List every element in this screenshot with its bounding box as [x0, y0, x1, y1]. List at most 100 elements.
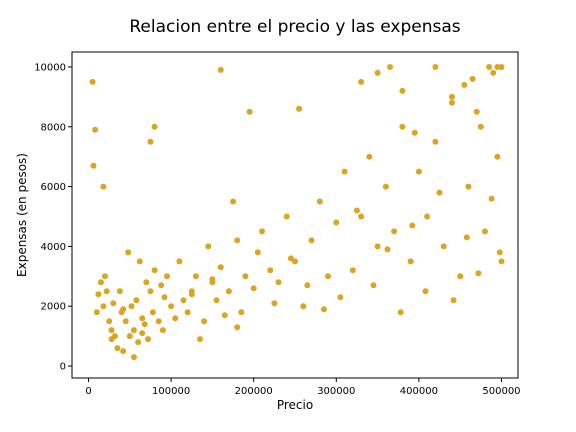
x-tick-label: 300000	[317, 386, 355, 397]
data-point	[106, 318, 113, 325]
data-point	[300, 303, 307, 310]
data-point	[341, 168, 348, 175]
data-point	[147, 288, 154, 295]
data-point	[259, 228, 265, 235]
data-point	[209, 276, 216, 283]
data-point	[217, 66, 224, 73]
data-point	[159, 327, 166, 334]
data-point	[147, 138, 154, 145]
data-point	[316, 198, 323, 205]
data-point	[184, 309, 191, 316]
data-point	[213, 297, 220, 304]
data-point	[496, 249, 503, 256]
data-point	[143, 279, 150, 286]
data-point	[100, 183, 107, 190]
data-point	[234, 237, 241, 244]
data-point	[97, 279, 104, 286]
data-point	[151, 267, 158, 274]
data-point	[172, 315, 179, 322]
x-tick-label: 200000	[235, 386, 273, 397]
data-point	[387, 64, 393, 70]
y-tick-label: 0	[60, 362, 66, 373]
data-point	[333, 219, 340, 226]
data-point	[92, 126, 99, 133]
data-point	[128, 303, 135, 310]
data-point	[238, 309, 245, 316]
data-point	[225, 288, 232, 295]
data-point	[457, 273, 464, 280]
data-point	[490, 69, 497, 76]
y-tick-label: 2000	[41, 302, 66, 313]
data-point	[201, 318, 208, 325]
x-tick-label: 500000	[482, 386, 520, 397]
data-point	[230, 198, 237, 205]
data-point	[287, 255, 294, 262]
data-point	[197, 336, 203, 343]
data-point	[122, 318, 129, 325]
data-point	[384, 246, 391, 253]
data-point	[108, 327, 115, 334]
y-tick-label: 10000	[34, 62, 66, 73]
data-point	[320, 306, 327, 313]
data-point	[120, 348, 127, 355]
chart-title: Relacion entre el precio y las expensas	[129, 17, 460, 37]
data-point	[366, 153, 373, 160]
data-point	[448, 99, 455, 106]
x-tick-label: 0	[85, 386, 91, 397]
data-point	[374, 243, 381, 250]
data-point	[397, 309, 404, 316]
data-point	[374, 69, 381, 76]
data-point	[176, 258, 183, 265]
data-point	[90, 162, 97, 169]
data-point	[494, 64, 501, 70]
x-tick-label: 400000	[400, 386, 438, 397]
plot-frame	[71, 51, 519, 379]
y-tick-label: 8000	[41, 122, 66, 133]
y-axis-ticks: 0 2000 4000 6000 8000 10000	[34, 62, 72, 373]
data-point	[116, 288, 123, 295]
x-axis-label: Precio	[277, 398, 313, 412]
data-point	[283, 213, 290, 220]
data-point	[498, 64, 505, 70]
data-point	[325, 273, 331, 280]
data-point	[151, 123, 158, 130]
x-tick-label: 100000	[152, 386, 190, 397]
data-point	[149, 309, 156, 316]
data-point	[436, 189, 443, 196]
data-point	[139, 330, 146, 337]
data-point	[89, 78, 96, 85]
data-point	[141, 321, 148, 328]
data-point	[399, 123, 406, 130]
data-point	[205, 243, 212, 250]
data-point	[275, 279, 282, 286]
data-point	[250, 285, 257, 292]
data-point	[126, 333, 133, 340]
data-point	[409, 222, 416, 229]
data-point	[488, 195, 495, 202]
data-point	[422, 288, 429, 295]
data-point	[308, 237, 315, 244]
data-point	[358, 78, 365, 85]
data-point	[164, 273, 170, 280]
data-point	[469, 75, 476, 82]
y-tick-label: 4000	[41, 242, 66, 253]
data-point	[358, 213, 365, 220]
data-point	[432, 64, 439, 70]
data-point	[399, 87, 406, 94]
data-point	[337, 294, 344, 301]
data-point	[382, 183, 389, 190]
data-point	[407, 258, 414, 265]
data-point	[494, 153, 501, 160]
data-point	[463, 234, 470, 241]
data-point	[271, 300, 278, 307]
data-point	[465, 183, 472, 190]
data-point	[353, 207, 360, 214]
data-point	[192, 273, 199, 280]
data-point	[349, 267, 356, 274]
data-point	[448, 93, 455, 100]
data-point	[267, 267, 274, 274]
data-point	[411, 129, 418, 136]
data-point	[100, 303, 107, 310]
data-point	[108, 336, 115, 343]
